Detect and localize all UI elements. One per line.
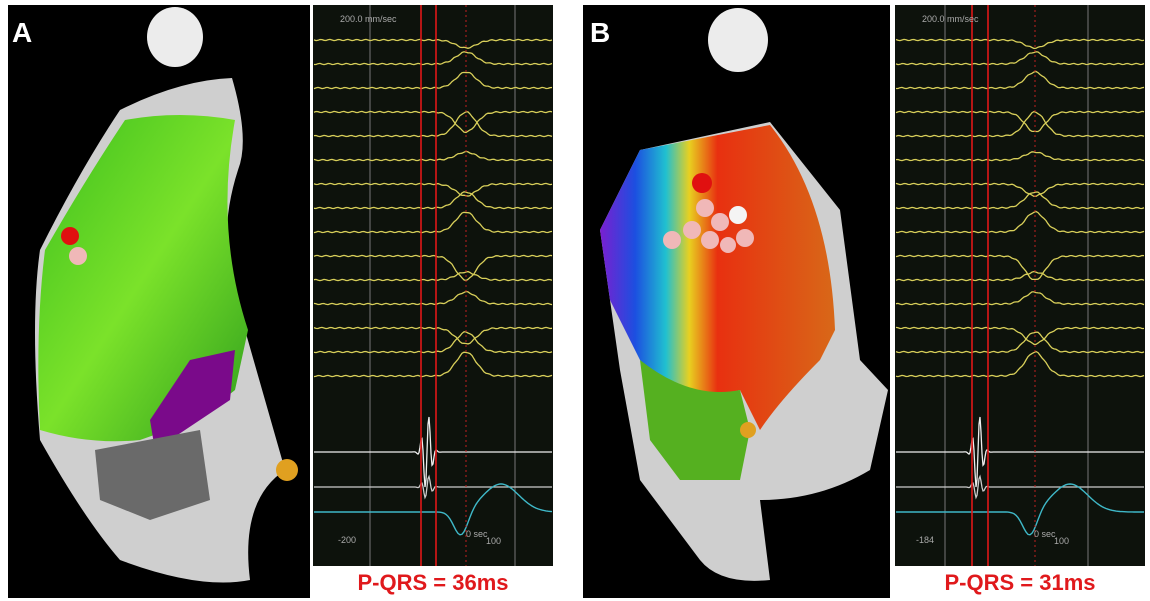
- caption: P-QRS = 36ms: [357, 570, 508, 595]
- sweep-speed: 200.0 mm/sec: [340, 14, 397, 24]
- panel-label: A: [12, 17, 32, 48]
- ablation-point: [69, 247, 87, 265]
- time-label: 0 sec: [466, 529, 488, 539]
- egm-background: [895, 5, 1145, 566]
- ablation-point: [61, 227, 79, 245]
- figure: A 200.0 mm/sec -200 0 sec 100 P-QRS = 36…: [0, 0, 1150, 601]
- time-label: 100: [1054, 536, 1069, 546]
- caption: P-QRS = 31ms: [944, 570, 1095, 595]
- catheter-tip: [276, 459, 298, 481]
- orientation-head: [708, 8, 768, 72]
- panel-label: B: [590, 17, 610, 48]
- catheter-tip: [740, 422, 756, 438]
- time-label: -200: [338, 535, 356, 545]
- orientation-head: [147, 7, 203, 67]
- ablation-point: [692, 173, 712, 193]
- ablation-point: [729, 206, 747, 224]
- egm-background: [313, 5, 553, 566]
- time-label: 0 sec: [1034, 529, 1056, 539]
- time-label: 100: [486, 536, 501, 546]
- sweep-speed: 200.0 mm/sec: [922, 14, 979, 24]
- time-label: -184: [916, 535, 934, 545]
